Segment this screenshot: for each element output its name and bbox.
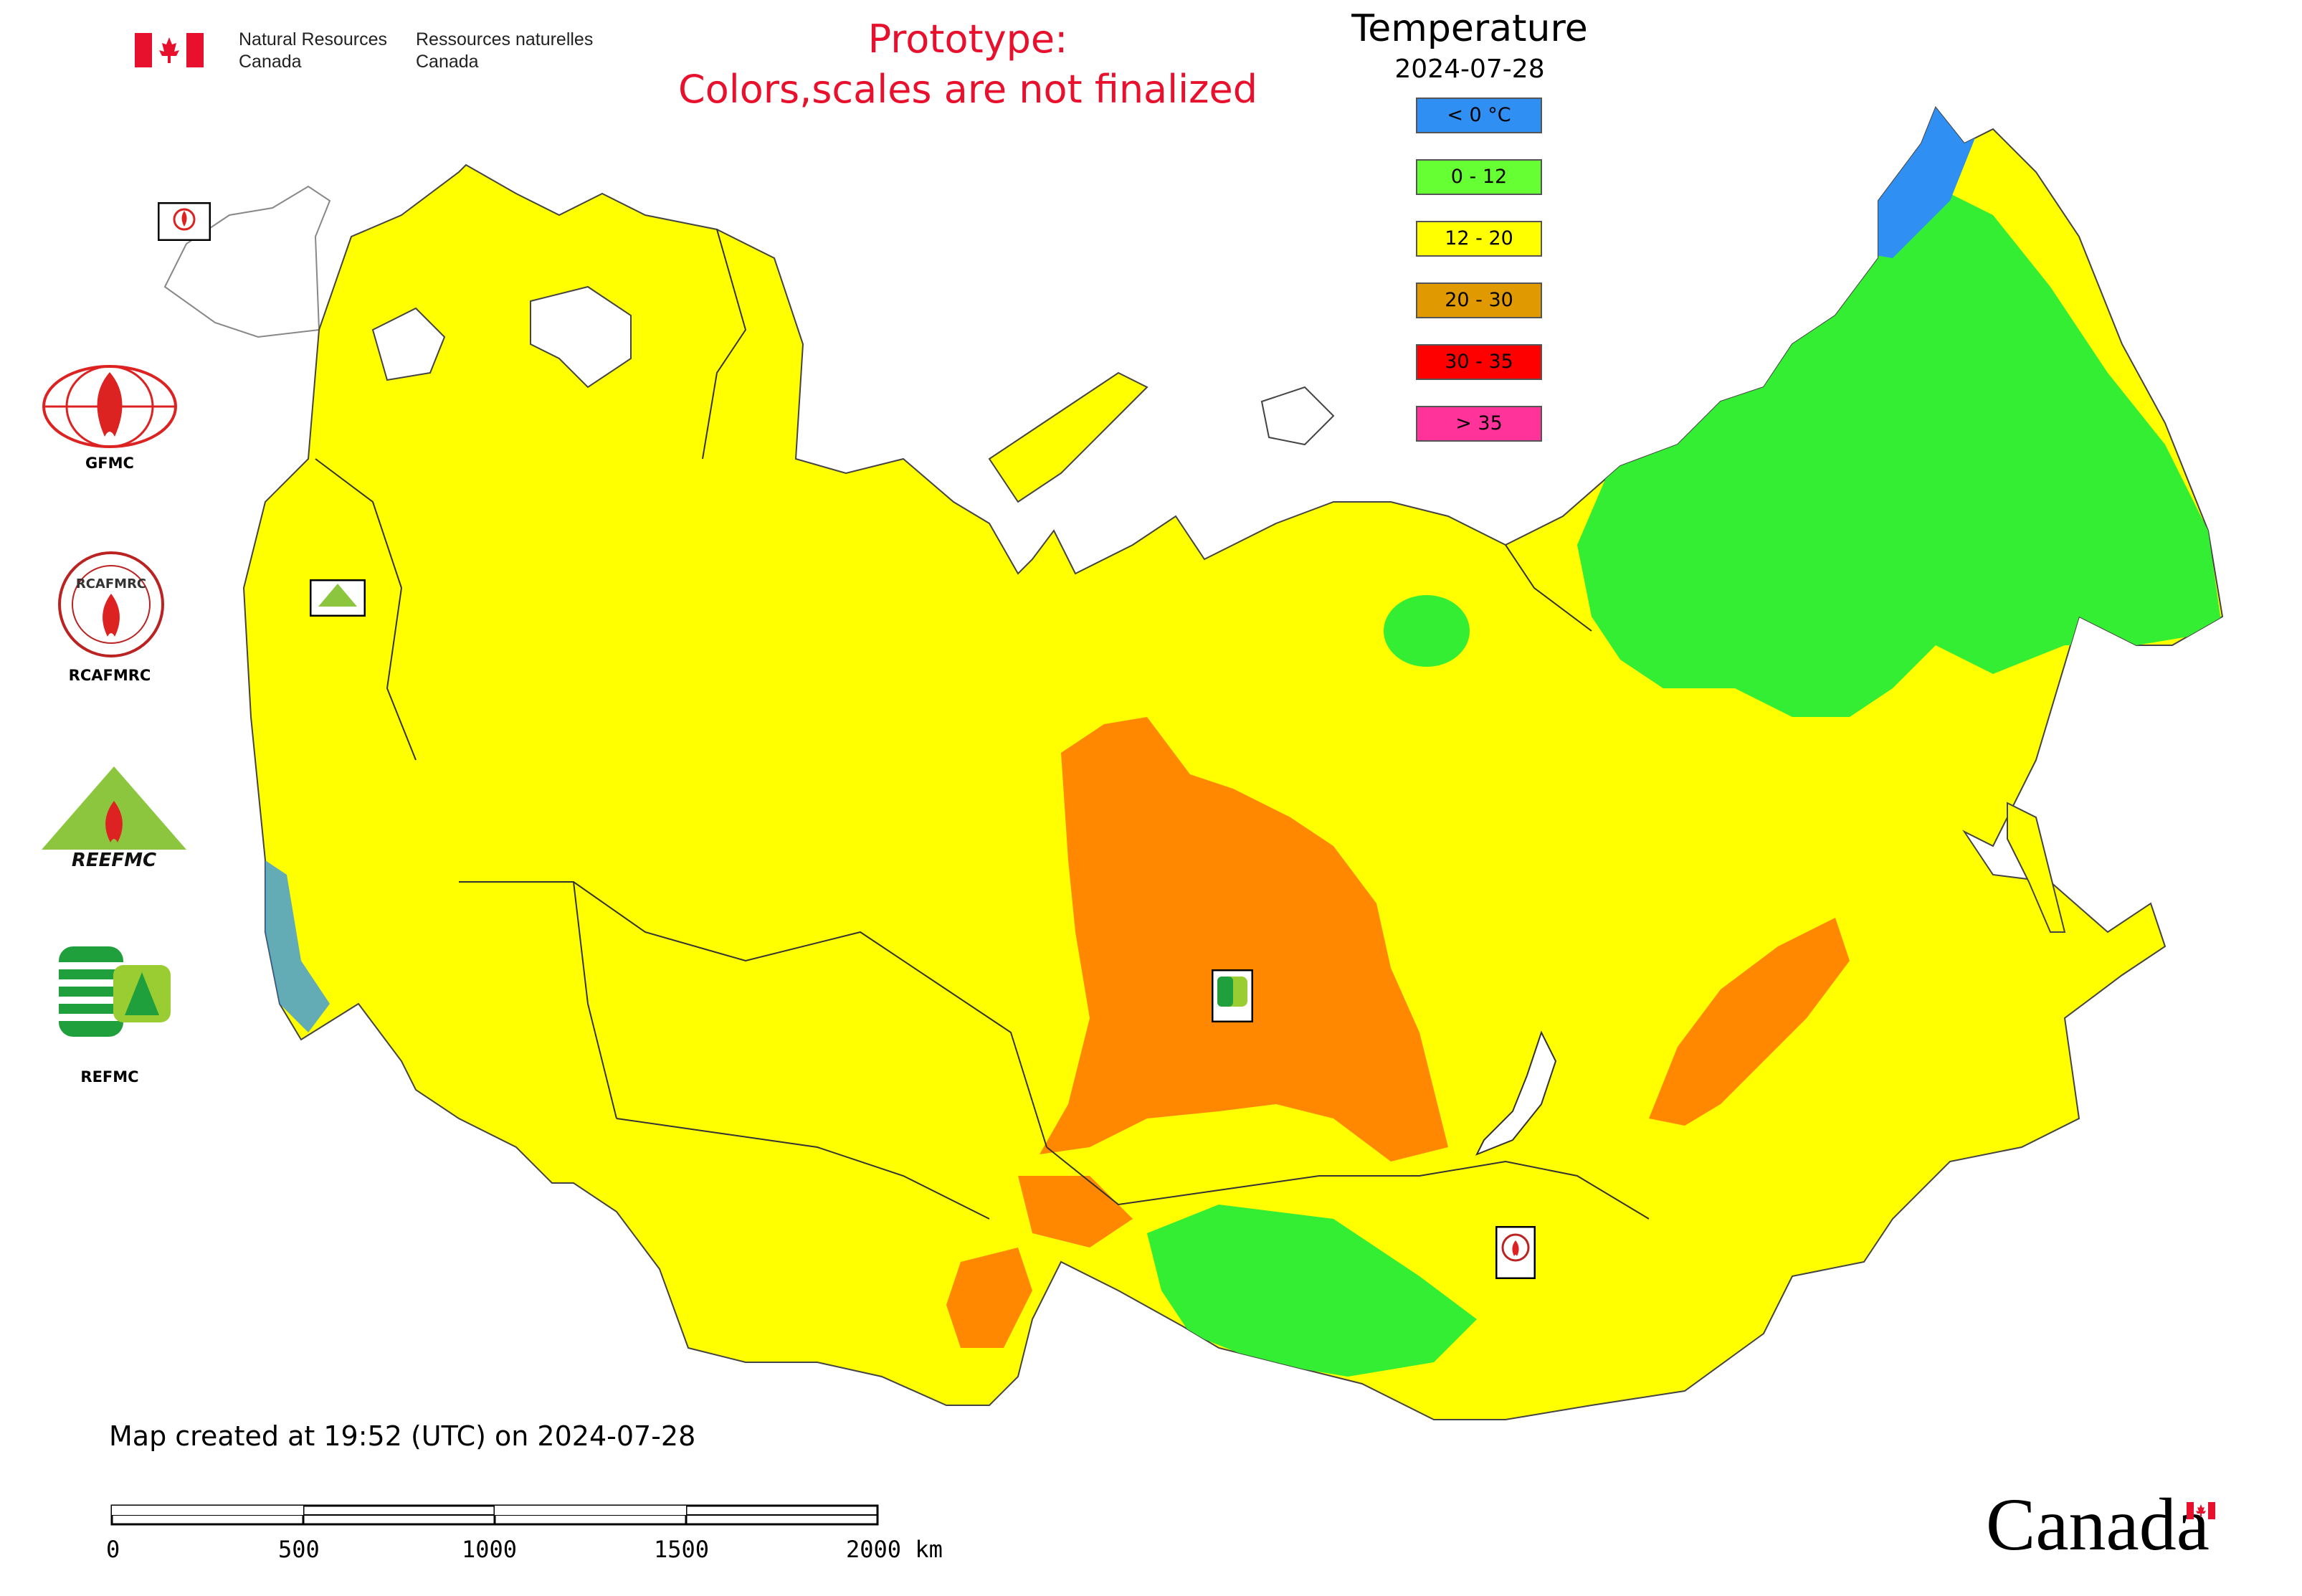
lake-ladoga	[371, 307, 446, 381]
rcafmrc-map-marker-icon	[1495, 1226, 1536, 1279]
scale-label-1000: 1000	[462, 1536, 518, 1563]
legend-title: Temperature	[1351, 7, 1588, 50]
zone-cool-northeast	[1577, 186, 2222, 717]
prototype-notice: Prototype: Colors,scales are not finaliz…	[645, 14, 1290, 115]
scale-label-0: 0	[106, 1536, 120, 1563]
legend-date: 2024-07-28	[1394, 54, 1545, 84]
refmc-label: REFMC	[80, 1068, 139, 1086]
svg-text:RCAFMRC: RCAFMRC	[76, 576, 146, 592]
org-fr-line2: Canada	[416, 52, 479, 72]
org-en-line2: Canada	[239, 52, 302, 72]
severnaya-zemlya	[1260, 386, 1335, 446]
zone-cold-west-coast	[265, 860, 330, 1032]
scale-label-500: 500	[278, 1536, 320, 1563]
zone-warm-central	[1040, 717, 1448, 1162]
lake-baikal	[1475, 1030, 1557, 1156]
legend-item: < 0 °C	[1416, 98, 1542, 133]
legend-item: 12 - 20	[1416, 221, 1542, 257]
legend-item: > 35	[1416, 406, 1542, 442]
rcafmrc-label: RCAFMRC	[68, 667, 151, 684]
org-name-english: Natural Resources Canada	[239, 29, 387, 73]
novaya-zemlya	[988, 371, 1148, 503]
reefmc-map-marker-icon	[310, 579, 366, 617]
region-borders	[315, 229, 1650, 1220]
zone-cool-central-siberia	[1384, 595, 1470, 667]
refmc-map-marker-icon	[1212, 969, 1253, 1022]
gfmc-logo-icon	[42, 365, 177, 448]
reefmc-logo-text: REEFMC	[72, 850, 156, 871]
zone-cool-south	[1147, 1205, 1477, 1377]
zone-warm-southwest	[946, 1248, 1032, 1348]
org-en-line1: Natural Resources	[239, 29, 388, 49]
legend-item: 0 - 12	[1416, 159, 1542, 195]
legend-item: 30 - 35	[1416, 344, 1542, 380]
canada-wordmark: Canada	[1986, 1483, 2210, 1566]
scale-label-1500: 1500	[654, 1536, 710, 1563]
gfmc-label: GFMC	[85, 455, 134, 472]
canada-flag-icon	[135, 33, 204, 67]
white-sea	[530, 285, 632, 389]
zone-warm-fareast	[1649, 918, 1850, 1126]
refmc-logo-icon	[59, 946, 172, 1037]
scale-label-2000km: 2000 km	[846, 1536, 943, 1563]
prototype-line2: Colors,scales are not finalized	[678, 67, 1257, 112]
scale-bar: 0 500 1000 1500 2000 km	[100, 1498, 989, 1577]
org-name-french: Ressources naturelles Canada	[416, 29, 593, 73]
gfmc-map-marker-icon	[158, 202, 211, 241]
rcafmrc-logo-icon: RCAFMRC	[58, 551, 164, 657]
scandinavia-outline	[163, 185, 331, 338]
map-created-timestamp: Map created at 19:52 (UTC) on 2024-07-28	[109, 1420, 696, 1452]
sakhalin-island	[2007, 802, 2066, 933]
wordmark-flag-icon	[2187, 1502, 2215, 1519]
legend-item: 20 - 30	[1416, 282, 1542, 318]
reefmc-logo-icon: REEFMC	[42, 766, 186, 871]
prototype-line1: Prototype:	[867, 16, 1068, 62]
government-signature: Natural Resources Canada Ressources natu…	[135, 29, 608, 79]
scale-bar-graphic	[110, 1504, 879, 1526]
org-fr-line1: Ressources naturelles	[416, 29, 594, 49]
